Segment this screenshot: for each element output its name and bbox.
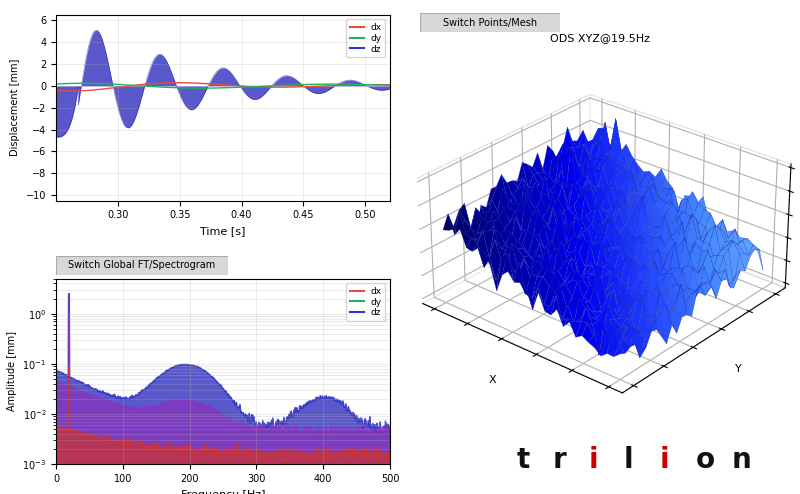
- Text: Switch Global FT/Spectrogram: Switch Global FT/Spectrogram: [68, 260, 216, 270]
- Text: l: l: [624, 446, 634, 474]
- Text: i: i: [588, 446, 598, 474]
- X-axis label: Time [s]: Time [s]: [200, 226, 246, 236]
- X-axis label: Frequency [Hz]: Frequency [Hz]: [181, 490, 266, 494]
- Text: Switch Points/Mesh: Switch Points/Mesh: [443, 18, 537, 28]
- Y-axis label: Amplitude [mm]: Amplitude [mm]: [6, 331, 17, 412]
- Legend: dx, dy, dz: dx, dy, dz: [346, 19, 386, 57]
- Text: i: i: [660, 446, 670, 474]
- Text: t: t: [517, 446, 530, 474]
- X-axis label: X: X: [489, 375, 497, 385]
- Text: o: o: [696, 446, 715, 474]
- Y-axis label: Y: Y: [734, 364, 742, 374]
- Text: n: n: [732, 446, 751, 474]
- Y-axis label: Displacement [mm]: Displacement [mm]: [10, 59, 20, 157]
- Legend: dx, dy, dz: dx, dy, dz: [346, 283, 386, 321]
- Title: ODS XYZ@19.5Hz: ODS XYZ@19.5Hz: [550, 33, 650, 42]
- Text: r: r: [552, 446, 566, 474]
